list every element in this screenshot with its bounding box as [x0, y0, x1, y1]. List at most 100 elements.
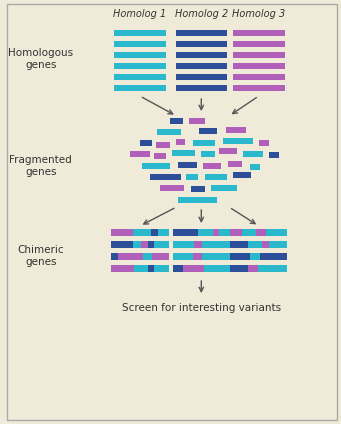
- Text: Chimeric
genes: Chimeric genes: [17, 245, 64, 267]
- Bar: [156, 142, 169, 148]
- Bar: [187, 174, 198, 180]
- Bar: [226, 127, 246, 133]
- Bar: [257, 265, 287, 272]
- Bar: [111, 229, 133, 236]
- Bar: [114, 85, 166, 91]
- Text: Homolog 2: Homolog 2: [175, 9, 228, 19]
- Bar: [118, 253, 143, 260]
- Bar: [203, 253, 230, 260]
- Bar: [256, 229, 266, 236]
- Bar: [133, 229, 151, 236]
- Bar: [173, 241, 194, 248]
- Bar: [114, 30, 166, 36]
- Bar: [176, 52, 227, 58]
- Bar: [114, 63, 166, 69]
- Bar: [199, 128, 217, 134]
- Bar: [154, 265, 168, 272]
- Bar: [203, 163, 221, 169]
- Bar: [111, 241, 133, 248]
- Bar: [173, 229, 198, 236]
- Bar: [130, 151, 150, 157]
- Bar: [219, 148, 237, 154]
- Bar: [233, 85, 284, 91]
- Bar: [141, 241, 148, 248]
- Bar: [233, 41, 284, 47]
- Bar: [148, 265, 154, 272]
- Text: Homologous
genes: Homologous genes: [8, 48, 73, 70]
- Bar: [223, 138, 253, 144]
- Bar: [173, 253, 193, 260]
- Bar: [233, 30, 284, 36]
- Bar: [143, 253, 152, 260]
- Bar: [269, 241, 287, 248]
- Bar: [233, 172, 251, 178]
- Bar: [176, 63, 227, 69]
- Bar: [191, 186, 205, 192]
- Bar: [266, 229, 287, 236]
- Bar: [111, 265, 134, 272]
- Bar: [151, 229, 158, 236]
- Bar: [114, 74, 166, 80]
- Bar: [204, 265, 230, 272]
- Bar: [230, 265, 248, 272]
- Bar: [260, 253, 287, 260]
- Bar: [230, 253, 250, 260]
- Bar: [259, 140, 269, 146]
- Bar: [250, 164, 260, 170]
- Bar: [114, 41, 166, 47]
- Bar: [178, 197, 217, 203]
- Bar: [213, 229, 219, 236]
- Bar: [160, 185, 184, 191]
- Bar: [152, 253, 168, 260]
- Bar: [154, 153, 166, 159]
- Bar: [169, 118, 183, 124]
- Bar: [269, 152, 279, 158]
- Bar: [158, 229, 168, 236]
- Bar: [150, 174, 181, 180]
- Bar: [172, 150, 195, 156]
- Bar: [193, 140, 215, 146]
- Bar: [230, 229, 241, 236]
- Bar: [114, 52, 166, 58]
- Bar: [142, 163, 169, 169]
- Bar: [176, 30, 227, 36]
- Bar: [248, 265, 257, 272]
- Bar: [194, 241, 203, 248]
- Text: Fragmented
genes: Fragmented genes: [10, 155, 72, 177]
- Text: Homolog 1: Homolog 1: [113, 9, 166, 19]
- Bar: [219, 229, 230, 236]
- Text: Screen for interesting variants: Screen for interesting variants: [122, 303, 281, 313]
- Bar: [193, 253, 203, 260]
- Bar: [241, 229, 256, 236]
- Bar: [250, 253, 260, 260]
- Text: Homolog 3: Homolog 3: [232, 9, 285, 19]
- Bar: [173, 265, 183, 272]
- Bar: [189, 118, 205, 124]
- Bar: [176, 74, 227, 80]
- Bar: [248, 241, 262, 248]
- Bar: [243, 151, 263, 157]
- Bar: [205, 174, 227, 180]
- Bar: [176, 85, 227, 91]
- Bar: [230, 241, 248, 248]
- Bar: [228, 161, 242, 167]
- Bar: [176, 41, 227, 47]
- Bar: [211, 185, 237, 191]
- Bar: [154, 241, 168, 248]
- Bar: [233, 52, 284, 58]
- Bar: [148, 241, 154, 248]
- Bar: [198, 229, 213, 236]
- Bar: [157, 129, 181, 135]
- Bar: [176, 139, 186, 145]
- Bar: [111, 253, 118, 260]
- Bar: [233, 63, 284, 69]
- Bar: [203, 241, 230, 248]
- Bar: [134, 265, 148, 272]
- Bar: [233, 74, 284, 80]
- Bar: [133, 241, 141, 248]
- Bar: [201, 151, 215, 157]
- Bar: [183, 265, 204, 272]
- Bar: [178, 162, 197, 168]
- Bar: [140, 140, 152, 146]
- Bar: [262, 241, 269, 248]
